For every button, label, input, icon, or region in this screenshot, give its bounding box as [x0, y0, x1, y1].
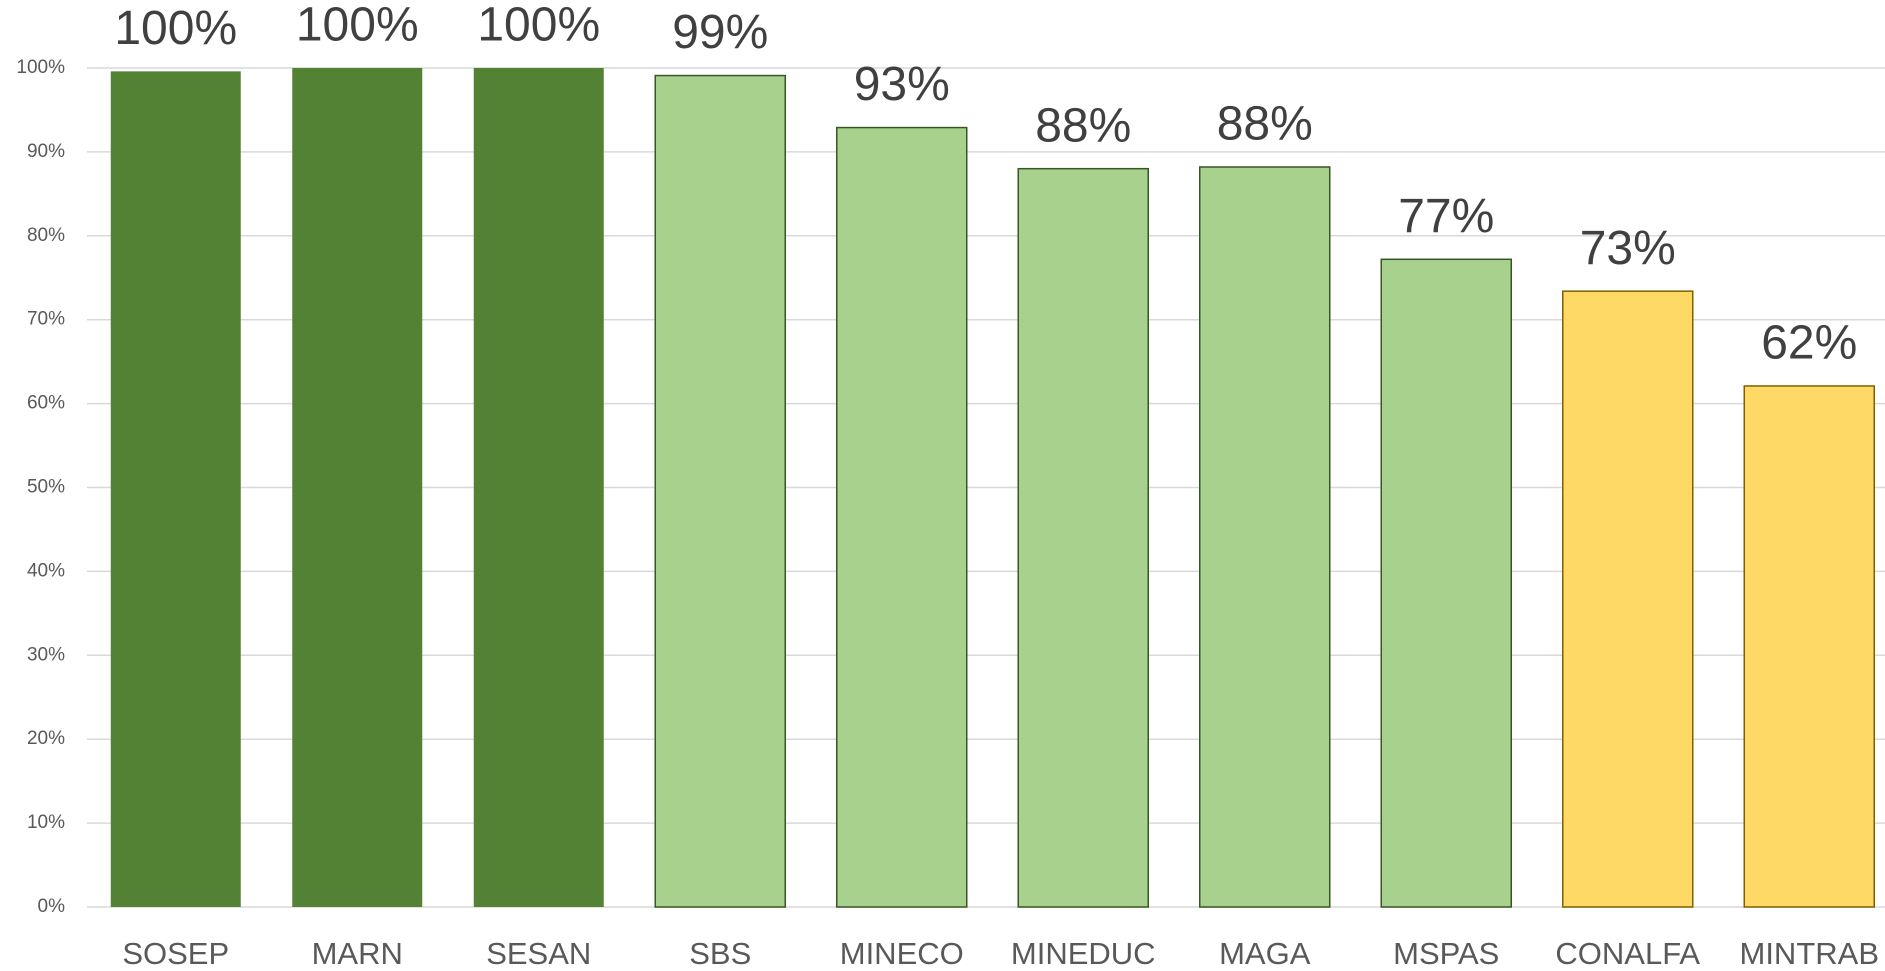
y-tick-label: 80% [27, 225, 65, 246]
x-tick-label: MINECO [840, 936, 964, 971]
data-label: 100% [477, 0, 600, 52]
y-tick-label: 50% [27, 477, 65, 498]
bar [836, 126, 968, 908]
bar [1380, 258, 1512, 908]
bar [1743, 385, 1875, 908]
y-tick-label: 0% [38, 896, 66, 917]
y-tick-label: 30% [27, 644, 65, 665]
y-tick-label: 40% [27, 560, 65, 581]
bar [1017, 167, 1149, 908]
data-label: 99% [672, 6, 768, 59]
y-tick-label: 10% [27, 812, 65, 833]
bar [654, 74, 786, 908]
bar [110, 71, 241, 907]
y-tick-label: 90% [27, 141, 65, 162]
x-tick-label: SOSEP [122, 936, 229, 971]
data-label: 93% [854, 58, 950, 111]
data-label: 88% [1035, 99, 1131, 152]
x-tick-label: MARN [312, 936, 403, 971]
data-label: 100% [296, 0, 419, 52]
x-tick-label: SESAN [486, 936, 591, 971]
x-tick-label: MINEDUC [1011, 936, 1156, 971]
bar [473, 68, 604, 907]
data-label: 73% [1580, 222, 1676, 275]
bar [1199, 166, 1331, 908]
data-label: 88% [1217, 98, 1313, 151]
x-tick-label: MINTRAB [1740, 936, 1880, 971]
data-label: 62% [1761, 317, 1857, 370]
data-label: 77% [1398, 190, 1494, 243]
bar [1562, 290, 1694, 908]
x-tick-label: MAGA [1219, 936, 1311, 971]
x-tick-label: SBS [689, 936, 751, 971]
data-label: 100% [114, 2, 237, 55]
y-tick-label: 60% [27, 393, 65, 414]
y-tick-label: 70% [27, 309, 65, 330]
x-tick-label: MSPAS [1393, 936, 1499, 971]
bar [292, 68, 423, 907]
x-tick-label: CONALFA [1555, 936, 1700, 971]
y-tick-label: 20% [27, 728, 65, 749]
y-tick-label: 100% [16, 57, 65, 78]
